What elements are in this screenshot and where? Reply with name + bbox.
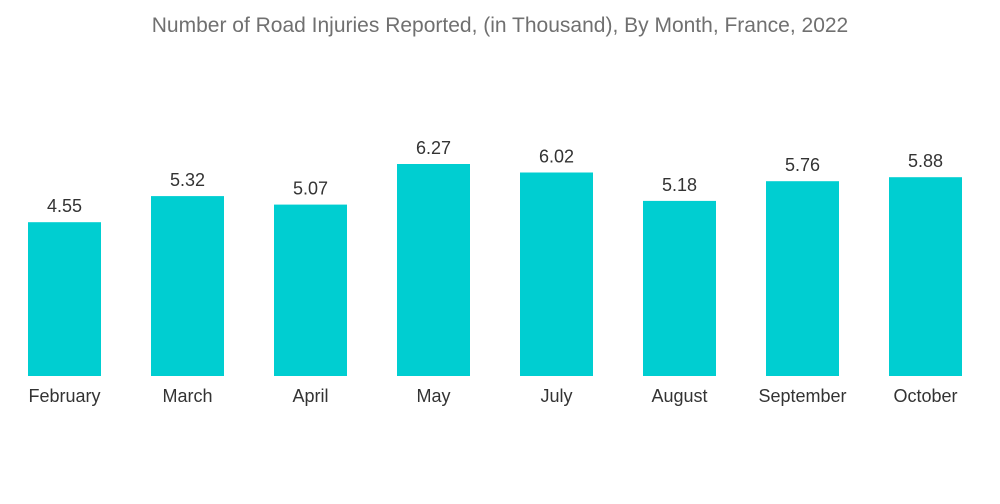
x-tick-label-september: September [758,386,846,406]
value-label-april: 5.07 [293,179,328,199]
x-tick-label-august: August [651,386,707,406]
x-tick-label-may: May [416,386,450,406]
bar-may [397,164,470,376]
chart-title: Number of Road Injuries Reported, (in Th… [151,14,849,37]
value-label-october: 5.88 [908,151,943,171]
x-tick-label-march: March [162,386,212,406]
value-label-august: 5.18 [662,175,697,195]
bar-october [889,177,962,376]
value-label-february: 4.55 [47,196,82,216]
bar-july [520,172,593,376]
value-label-september: 5.76 [785,155,820,175]
bar-august [643,200,716,376]
x-tick-label-october: October [893,386,957,406]
bar-september [766,181,839,376]
bar-march [151,196,224,376]
value-label-may: 6.27 [416,138,451,158]
x-tick-label-february: February [28,386,100,406]
x-tick-label-july: July [540,386,572,406]
bar-february [28,222,101,376]
value-label-march: 5.32 [170,170,205,190]
value-label-july: 6.02 [539,147,574,167]
x-tick-label-april: April [292,386,328,406]
bar-april [274,204,347,376]
